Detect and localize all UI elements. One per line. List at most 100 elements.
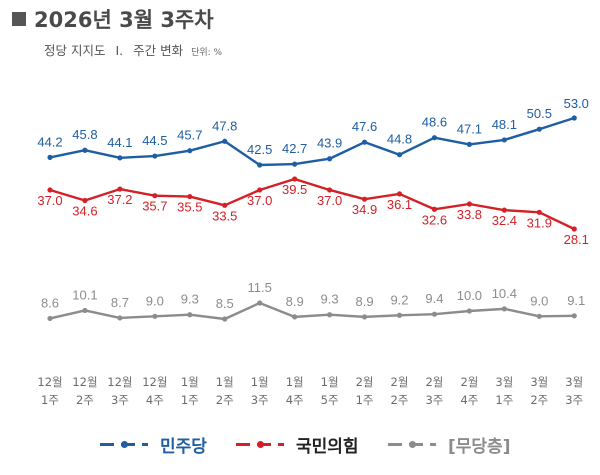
data-point <box>396 312 403 318</box>
data-label: 34.6 <box>72 203 97 218</box>
data-point <box>152 193 158 199</box>
x-tick-month: 1월 <box>181 375 199 389</box>
data-point <box>466 308 472 314</box>
legend-dot-minju-icon <box>121 441 128 448</box>
data-label: 10.1 <box>72 287 97 302</box>
data-point <box>222 138 228 144</box>
data-label: 8.6 <box>41 295 59 310</box>
data-label: 33.5 <box>212 208 237 223</box>
data-point <box>222 202 228 208</box>
title-bullet-icon <box>12 12 26 26</box>
data-label: 33.8 <box>457 207 482 222</box>
data-point <box>361 139 368 145</box>
data-label: 44.1 <box>107 135 132 150</box>
data-point <box>466 141 472 148</box>
legend-item-kukmin: 국민의힘 <box>236 432 359 457</box>
legend-line-kukmin-icon <box>236 441 284 448</box>
x-tick-month: 2월 <box>391 375 409 389</box>
x-tick-week: 1주 <box>495 393 513 407</box>
x-tick-week: 1주 <box>181 393 199 407</box>
legend-line-minju-icon <box>100 441 148 448</box>
chart-title: 2026년 3월 3주차 <box>34 8 214 32</box>
legend-dot-kukmin-icon <box>257 441 264 448</box>
data-label: 8.5 <box>216 296 234 311</box>
x-tick-month: 2월 <box>356 375 374 389</box>
data-label: 48.6 <box>422 115 447 130</box>
data-point <box>431 311 438 317</box>
data-label: 37.0 <box>247 193 272 208</box>
data-point <box>292 161 298 167</box>
subtitle-main: 정당 지지도 <box>44 43 106 58</box>
subtitle-desc: 주간 변화 <box>133 43 184 58</box>
data-label: 9.1 <box>567 293 585 308</box>
data-label: 9.4 <box>425 291 443 306</box>
x-tick-week: 1주 <box>356 393 374 407</box>
data-label: 8.9 <box>286 294 304 309</box>
data-label: 47.6 <box>352 119 377 134</box>
header: 2026년 3월 3주차 <box>12 4 214 34</box>
legend-line-nonpartisan-icon <box>388 441 436 448</box>
data-label: 44.5 <box>142 133 167 148</box>
data-label: 35.5 <box>177 200 202 215</box>
x-tick-month: 1월 <box>321 375 339 389</box>
data-point <box>396 191 403 197</box>
data-label: 50.5 <box>527 106 552 121</box>
x-tick-week: 2주 <box>76 393 94 407</box>
data-label: 8.7 <box>111 295 129 310</box>
data-point <box>571 226 577 232</box>
series-kukmin: 37.0 34.6 37.2 35.7 35.5 33.5 37.0 39.5 37.0 34.9… <box>37 176 589 247</box>
x-tick-month: 3월 <box>565 375 583 389</box>
data-label: 43.9 <box>317 136 342 151</box>
data-point <box>431 206 438 212</box>
x-tick-week: 2주 <box>216 393 234 407</box>
data-label: 48.1 <box>492 117 517 132</box>
x-tick-week: 4주 <box>146 393 164 407</box>
data-label: 37.2 <box>107 192 132 207</box>
series-line-kukmin <box>49 177 575 231</box>
x-tick-month: 1월 <box>286 375 304 389</box>
data-label: 32.4 <box>492 213 517 228</box>
data-point <box>117 315 123 321</box>
legend-item-minju: 민주당 <box>100 432 207 457</box>
data-point <box>536 126 542 132</box>
data-point <box>187 148 193 154</box>
x-tick-week: 3주 <box>565 393 583 407</box>
x-tick-month: 12월 <box>37 375 62 389</box>
data-point <box>327 156 333 162</box>
data-point <box>466 201 472 207</box>
legend-label-kukmin: 국민의힘 <box>296 437 359 457</box>
x-tick-week: 2주 <box>391 393 409 407</box>
x-tick-month: 3월 <box>495 375 513 389</box>
x-tick-month: 1월 <box>216 375 234 389</box>
data-point <box>361 196 368 202</box>
data-label: 9.2 <box>390 292 408 307</box>
data-point <box>257 162 263 168</box>
data-label: 45.7 <box>177 128 202 143</box>
data-point <box>117 186 123 192</box>
data-label: 31.9 <box>527 215 552 230</box>
title-row: 2026년 3월 3주차 <box>12 4 214 34</box>
data-label: 9.3 <box>321 292 339 307</box>
x-tick-month: 12월 <box>107 375 132 389</box>
x-tick-month: 2월 <box>425 375 443 389</box>
data-point <box>292 176 298 182</box>
data-label: 10.0 <box>457 288 482 303</box>
data-point <box>82 197 88 204</box>
series-nonpartisan: 8.6 10.1 8.7 9.0 9.3 8.5 11.5 8.9 9.3 8.9 9.2 9.4 10… <box>41 280 585 322</box>
data-point <box>82 307 88 314</box>
data-point <box>292 314 298 320</box>
series-line-minju <box>49 116 575 167</box>
data-label: 8.9 <box>356 294 374 309</box>
data-label: 39.5 <box>282 182 307 197</box>
series-minju: 44.2 45.8 44.1 44.5 45.7 47.8 42.5 42.7 43.9 47.6… <box>37 96 589 168</box>
